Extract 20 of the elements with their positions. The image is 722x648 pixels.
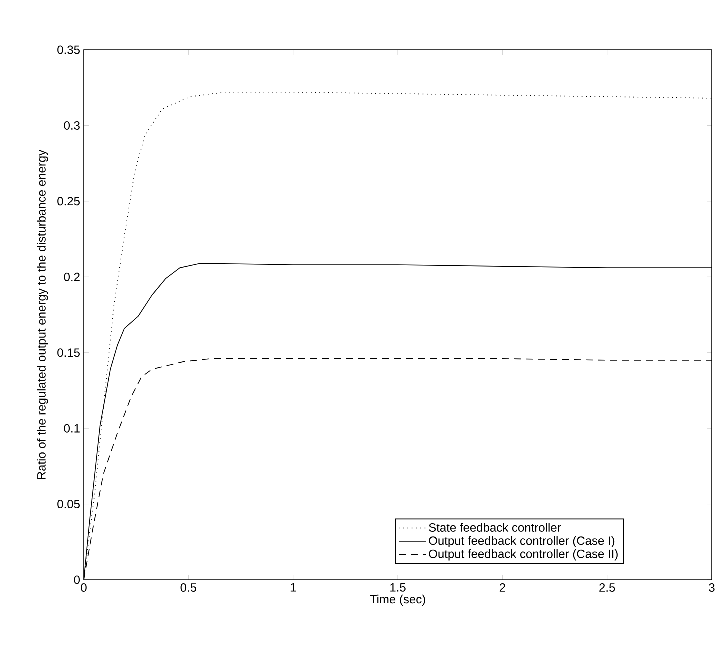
y-tick-label: 0.15 bbox=[58, 348, 80, 358]
x-tick-label: 1.5 bbox=[390, 584, 406, 592]
y-tick-label: 0.1 bbox=[64, 424, 80, 433]
y-tick-label: 0.05 bbox=[58, 500, 80, 509]
x-tick-label: 0 bbox=[81, 584, 87, 592]
y-axis-title: Ratio of the regulated output energy to the disturbance energy bbox=[37, 150, 48, 480]
legend-label: State feedback controller bbox=[429, 523, 562, 532]
y-tick-label: 0.35 bbox=[58, 46, 80, 54]
legend-label: Output feedback controller (Case I) bbox=[429, 536, 615, 548]
y-tick-label: 0.25 bbox=[58, 197, 80, 206]
x-axis-title: Time (sec) bbox=[370, 594, 426, 606]
y-tick-label: 0.2 bbox=[64, 272, 80, 282]
x-tick-label: 1 bbox=[290, 584, 296, 592]
legend-label: Output feedback controller (Case II) bbox=[429, 550, 618, 561]
x-tick-label: 2 bbox=[500, 584, 506, 592]
x-tick-label: 2.5 bbox=[600, 584, 616, 592]
y-tick-label: 0.3 bbox=[64, 121, 80, 130]
x-tick-label: 0.5 bbox=[180, 584, 197, 592]
y-tick-label: 0 bbox=[74, 576, 80, 584]
x-tick-label: 3 bbox=[709, 584, 715, 592]
